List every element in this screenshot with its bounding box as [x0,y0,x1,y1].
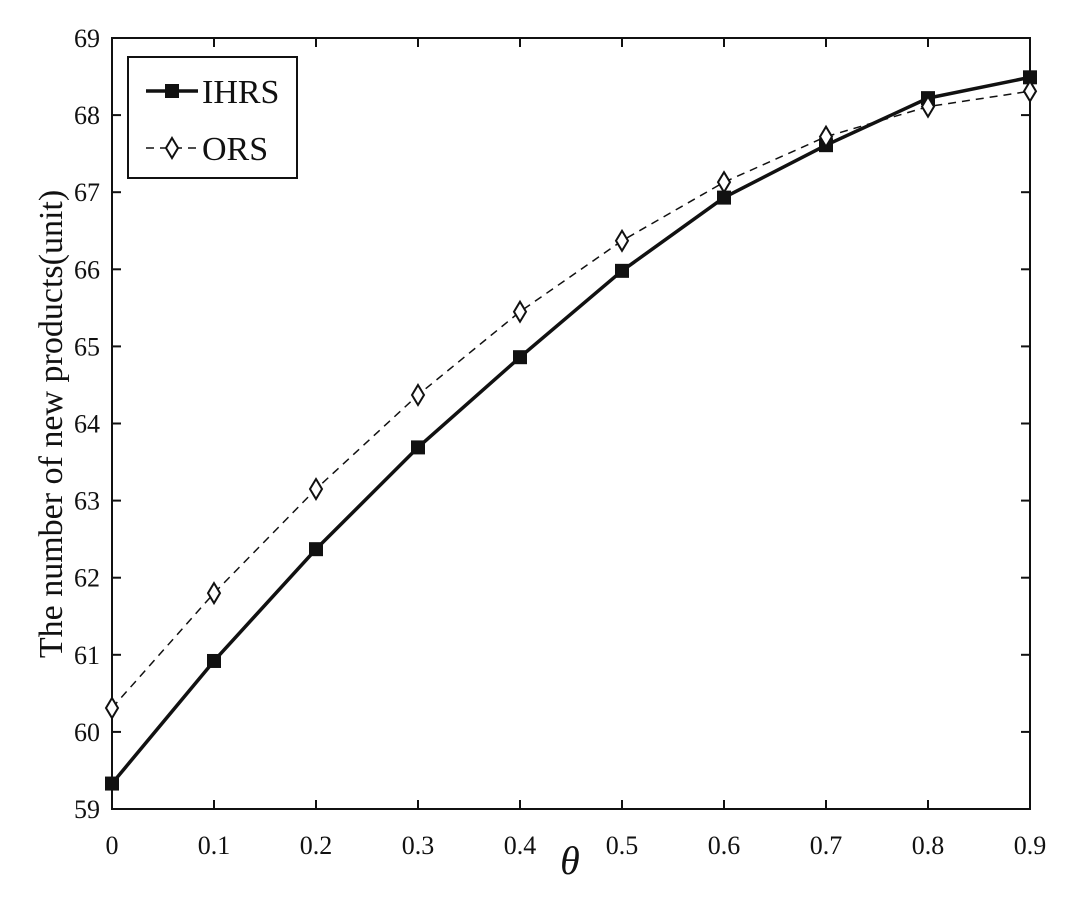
legend-marker-ihrs [165,84,179,98]
y-tick-label: 63 [74,487,100,516]
x-axis-label: θ [560,838,580,883]
y-axis-label: The number of new products(unit) [33,190,70,658]
y-tick-label: 67 [74,178,100,207]
y-tick-label: 68 [74,101,100,130]
x-tick-label: 0.1 [198,831,231,860]
series-line-ihrs [110,75,1031,785]
data-point-ihrs [105,776,119,791]
data-point-ors [1022,79,1038,104]
x-tick-label: 0.9 [1014,831,1047,860]
data-point-ors [920,94,936,119]
data-point-ors [818,124,834,149]
y-tick-label: 64 [74,410,100,439]
x-tick-label: 0.7 [810,831,843,860]
x-tick-label: 0.5 [606,831,639,860]
y-tick-label: 65 [74,332,100,361]
x-tick-label: 0.3 [402,831,435,860]
x-tick-label: 0.2 [300,831,333,860]
y-axis: 59 60 61 62 63 64 65 66 67 68 69 [74,24,1030,824]
series-layer [104,70,1038,791]
y-tick-label: 61 [74,641,100,670]
legend-marker-ors [164,136,180,160]
legend-label-ihrs: IHRS [202,74,279,111]
data-point-ors [308,477,324,501]
y-tick-label: 66 [74,255,100,284]
data-point-ihrs [309,542,323,557]
legend: IHRS ORS [127,56,298,179]
y-tick-label: 59 [74,795,100,824]
data-point-ors [512,299,528,324]
data-point-ors [206,581,222,606]
data-point-ors [614,228,630,253]
x-tick-label: 0.8 [912,831,945,860]
data-point-ors [104,696,120,720]
series-line-ors [111,90,1031,709]
data-point-ihrs [615,263,629,278]
x-tick-label: 0 [106,831,119,860]
y-tick-label: 60 [74,718,100,747]
legend-box [127,56,298,179]
data-point-ors [716,170,732,195]
y-tick-label: 62 [74,564,100,593]
x-tick-label: 0.4 [504,831,537,860]
data-point-ihrs [717,190,731,205]
data-point-ors [410,383,426,407]
y-tick-label: 69 [74,24,100,53]
data-point-ihrs [411,440,425,455]
data-point-ihrs [207,653,221,668]
legend-label-ors: ORS [202,131,268,168]
x-axis: 0 0.1 0.2 0.3 0.4 0.5 0.6 0.7 0.8 0.9 [106,38,1047,860]
data-point-ihrs [513,350,527,365]
x-tick-label: 0.6 [708,831,741,860]
data-point-ihrs [1023,70,1037,85]
